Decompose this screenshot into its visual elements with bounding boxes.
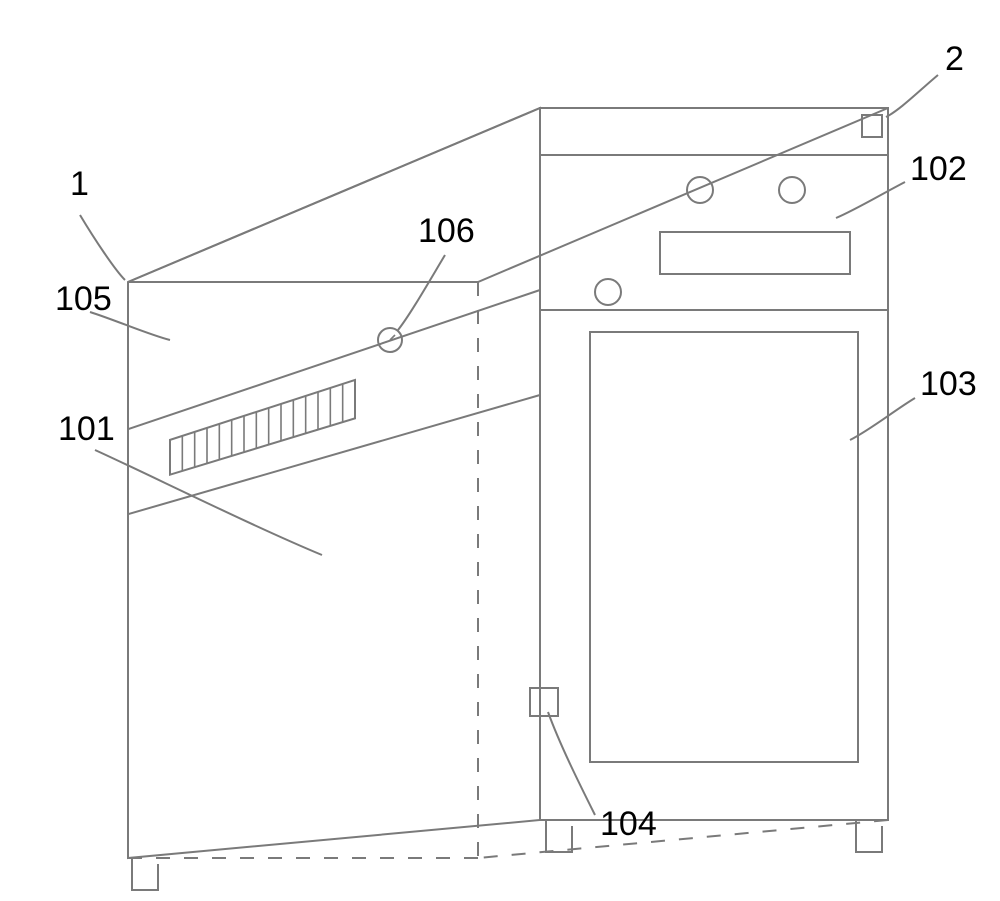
callout-label: 101	[58, 410, 115, 448]
door-latch	[530, 688, 558, 716]
front-knob	[779, 177, 805, 203]
foot	[856, 820, 882, 852]
top-face	[128, 108, 888, 282]
leader-line	[836, 182, 905, 218]
front-knob	[687, 177, 713, 203]
leader-line	[398, 255, 445, 330]
callout-label: 103	[920, 365, 977, 403]
callout-label: 2	[945, 40, 964, 78]
leader-line	[80, 215, 125, 280]
vent-grille	[170, 380, 355, 475]
front-face	[540, 108, 888, 820]
callout-label: 104	[600, 805, 657, 843]
display-window	[660, 232, 850, 274]
callout-label: 1	[70, 165, 89, 203]
front-knob	[595, 279, 621, 305]
leader-line	[95, 450, 322, 555]
leader-line	[850, 398, 915, 440]
callout-label: 106	[418, 212, 475, 250]
leader-line	[886, 75, 938, 117]
oven-door	[590, 332, 858, 762]
callout-label: 102	[910, 150, 967, 188]
callout-label: 105	[55, 280, 112, 318]
foot	[546, 820, 572, 852]
leader-line	[548, 712, 595, 815]
hidden-edge-right-bottom	[478, 820, 888, 858]
side-band-top	[128, 290, 540, 429]
appliance-diagram: 2 102 1 106 105 103 101 104	[0, 0, 1000, 901]
foot	[132, 858, 158, 890]
